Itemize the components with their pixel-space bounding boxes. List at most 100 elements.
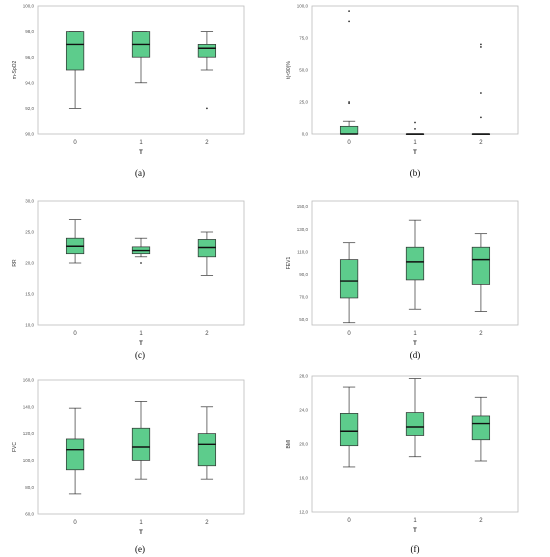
x-axis-label: T: [139, 341, 143, 347]
y-tick-label: 100,0: [23, 4, 35, 9]
iqr-box: [131, 427, 151, 461]
outlier-point: [414, 121, 416, 124]
chart-panel-a: 90,0 92,0 94,0 96,0 98,0 100,0 m-SpO2 0 1 2 T (a): [12, 4, 245, 178]
y-tick-label: 98,0: [25, 29, 34, 34]
box-plot-2: [471, 43, 491, 135]
y-axis-label: BMI: [286, 440, 292, 449]
y-tick-label: 0,0: [302, 132, 309, 137]
x-tick-label: 2: [479, 518, 483, 524]
y-tick-label: 90,0: [299, 272, 308, 277]
y-tick-label: 25,0: [299, 100, 308, 105]
box-plot-1: [131, 401, 151, 480]
panel-label: (b): [410, 168, 421, 178]
box-plot-0: [339, 10, 359, 135]
box-plot-0: [339, 386, 359, 468]
y-tick-label: 150,0: [297, 204, 309, 209]
y-tick-label: 12,0: [299, 510, 308, 515]
y-tick-label: 50,0: [299, 68, 308, 73]
x-axis-label: T: [413, 341, 417, 347]
box-plot-2: [471, 396, 491, 462]
y-tick-label: 28,0: [299, 374, 308, 379]
iqr-box: [471, 246, 491, 285]
x-tick-label: 2: [479, 140, 483, 146]
x-tick-label: 1: [139, 331, 143, 337]
y-tick-label: 160,0: [23, 378, 35, 383]
iqr-box: [65, 31, 85, 71]
outlier-point: [140, 262, 142, 264]
x-tick-label: 0: [73, 140, 77, 146]
y-tick-label: 130,0: [297, 227, 309, 232]
chart-panel-d: 50,0 70,0 90,0 110,0 130,0 150,0 FEV1 0 1 2 T (d): [286, 200, 519, 360]
box-plot-0: [65, 407, 85, 495]
y-tick-label: 140,0: [23, 404, 35, 409]
x-tick-label: 0: [347, 140, 351, 146]
x-tick-label: 2: [205, 331, 209, 337]
box-plot-2: [471, 233, 491, 312]
outlier-point: [348, 101, 350, 103]
panel-label: (e): [135, 544, 145, 554]
y-tick-label: 100,0: [23, 458, 35, 463]
y-tick-label: 90,0: [25, 132, 34, 137]
box-plot-2: [197, 231, 217, 276]
y-tick-label: 20,0: [25, 261, 34, 266]
x-axis-label: T: [413, 528, 417, 534]
outlier-point: [480, 43, 482, 46]
box-plot-0: [65, 31, 85, 109]
box-plot-1: [131, 237, 151, 264]
box-plot-1: [405, 121, 425, 135]
x-axis-label: T: [139, 150, 143, 156]
x-axis-label: T: [139, 530, 143, 536]
box-plot-1: [405, 219, 425, 310]
y-axis-label: RR: [12, 259, 18, 267]
chart-panel-c: 10,0 15,0 20,0 25,0 30,0 RR 0 1 2 T (c): [12, 199, 245, 360]
iqr-box: [405, 246, 425, 281]
x-tick-label: 1: [413, 518, 417, 524]
plot-area: [311, 5, 519, 135]
y-tick-label: 96,0: [25, 55, 34, 60]
box-plot-0: [339, 242, 359, 324]
outlier-point: [348, 20, 350, 23]
x-tick-label: 1: [139, 140, 143, 146]
x-tick-label: 0: [73, 520, 77, 526]
iqr-box: [197, 433, 217, 467]
x-tick-label: 1: [413, 331, 417, 337]
x-tick-label: 1: [139, 520, 143, 526]
outlier-point: [206, 107, 208, 110]
chart-panel-b: 0,0 25,0 50,0 75,0 100,0 t(<90)% 0 1 2 T (b): [286, 4, 519, 178]
box-plot-1: [131, 31, 151, 84]
x-axis-label: T: [413, 150, 417, 156]
x-tick-label: 2: [205, 140, 209, 146]
chart-panel-f: 12,0 16,0 20,0 24,0 28,0 BMI 0 1 2 T (f): [286, 374, 519, 554]
iqr-box: [197, 44, 217, 58]
panel-label: (f): [411, 544, 420, 554]
y-tick-label: 120,0: [23, 431, 35, 436]
y-tick-label: 20,0: [299, 442, 308, 447]
outlier-point: [414, 127, 416, 130]
y-tick-label: 50,0: [299, 317, 308, 322]
outlier-point: [480, 46, 482, 48]
y-tick-label: 60,0: [25, 512, 34, 517]
y-tick-label: 92,0: [25, 106, 34, 111]
x-tick-label: 0: [347, 331, 351, 337]
x-tick-label: 1: [413, 140, 417, 146]
iqr-box: [65, 438, 85, 471]
y-tick-label: 24,0: [299, 408, 308, 413]
y-tick-label: 10,0: [25, 323, 34, 328]
x-tick-label: 0: [347, 518, 351, 524]
panel-label: (d): [410, 350, 421, 360]
iqr-box: [339, 413, 359, 447]
y-tick-label: 100,0: [297, 4, 309, 9]
y-tick-label: 16,0: [299, 476, 308, 481]
outlier-point: [348, 102, 350, 105]
y-tick-label: 30,0: [25, 199, 34, 204]
panel-label: (a): [135, 168, 145, 178]
box-plot-2: [197, 406, 217, 480]
y-axis-label: FVC: [12, 442, 18, 452]
iqr-box: [339, 125, 359, 135]
iqr-box: [405, 412, 425, 436]
x-tick-label: 2: [205, 520, 209, 526]
box-plot-1: [405, 378, 425, 458]
y-axis-label: t(<90)%: [286, 61, 292, 79]
panel-label: (c): [135, 350, 145, 360]
